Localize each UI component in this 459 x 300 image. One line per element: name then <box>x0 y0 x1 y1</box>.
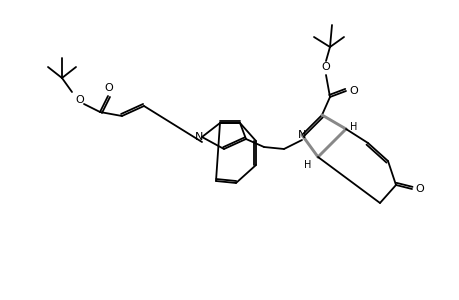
Text: O: O <box>349 86 358 96</box>
Text: H: H <box>350 122 357 132</box>
Text: N: N <box>195 132 203 142</box>
Text: N: N <box>297 130 306 140</box>
Text: O: O <box>104 83 113 93</box>
Text: O: O <box>415 184 424 194</box>
Text: O: O <box>75 95 84 105</box>
Text: O: O <box>321 62 330 72</box>
Text: H: H <box>304 160 311 170</box>
